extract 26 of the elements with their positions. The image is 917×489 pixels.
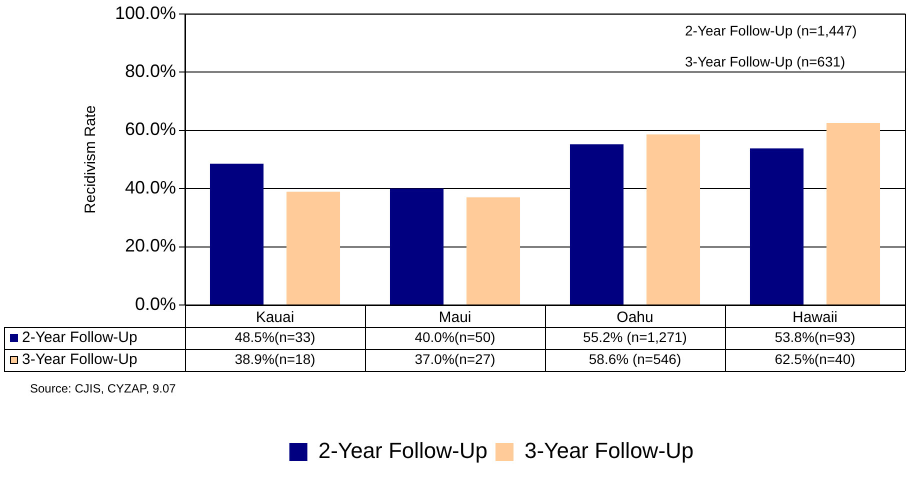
source-note: Source: CJIS, CYZAP, 9.07 — [30, 381, 176, 396]
y-tick-label: 0.0% — [134, 294, 176, 314]
data-label: 53.8%(n=93) — [774, 328, 856, 345]
x-tick-label: Maui — [438, 309, 472, 326]
y-tick-label: 100.0% — [114, 2, 176, 23]
annotation: 3-Year Follow-Up (n=631) — [685, 54, 846, 70]
data-label: 62.5%(n=40) — [774, 350, 856, 367]
data-label: 55.2% (n=1,271) — [583, 328, 687, 345]
data-label: 58.6% (n=546) — [588, 350, 682, 367]
data-label: 38.9%(n=18) — [234, 350, 316, 367]
y-axis-title: Recidivism Rate — [82, 105, 100, 214]
y-tick-label: 80.0% — [124, 61, 176, 82]
x-tick-label: Oahu — [616, 309, 654, 326]
data-label: 40.0%(n=50) — [414, 328, 496, 345]
data-label: 48.5%(n=33) — [234, 328, 316, 345]
y-tick-label: 40.0% — [124, 177, 176, 198]
y-tick-label: 60.0% — [124, 119, 176, 140]
data-label: 37.0%(n=27) — [414, 350, 496, 367]
y-tick-label: 20.0% — [124, 236, 176, 256]
x-tick-label: Hawaii — [792, 309, 838, 326]
text: 2-Year Follow-Up — [318, 438, 488, 464]
legend-label: 3-Year Follow-Up — [524, 438, 694, 464]
annotation: 2-Year Follow-Up (n=1,447) — [685, 22, 857, 39]
legend-label: 2-Year Follow-Up — [22, 329, 138, 346]
text: 3-Year Follow-Up — [22, 351, 138, 368]
x-tick-label: Kauai — [256, 309, 294, 326]
